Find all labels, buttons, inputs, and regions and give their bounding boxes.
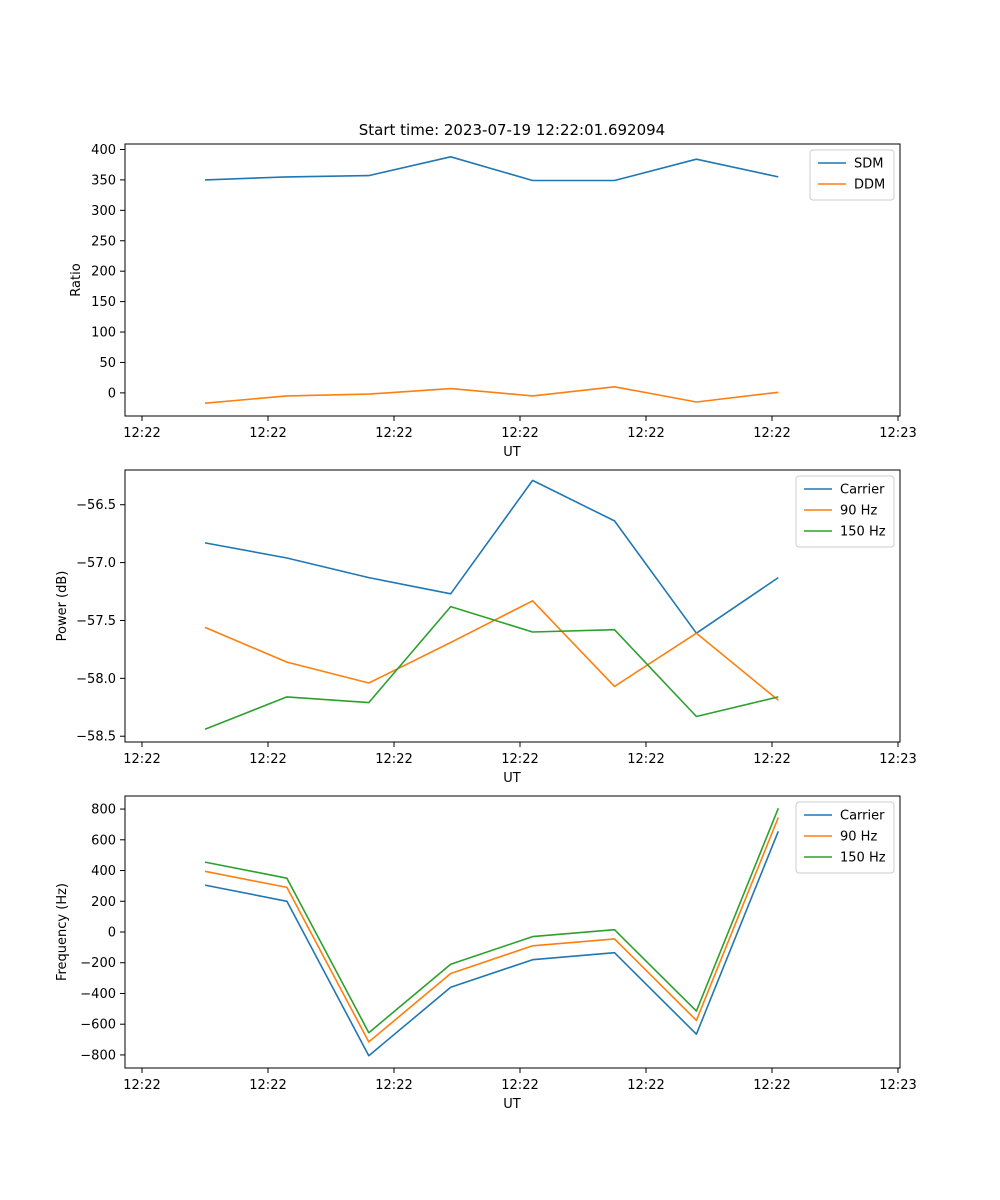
chart-panel-2: 12:22 12:22 12:22 12:22 12:22 12:22 12:23 −58.5… xyxy=(55,469,917,786)
x-tick-label: 12:23 xyxy=(879,1078,916,1093)
y-tick-label: −200 xyxy=(80,956,116,971)
y-tick-label: −600 xyxy=(80,1018,116,1033)
legend-box xyxy=(795,475,895,548)
series-line-150-hz xyxy=(204,808,780,1034)
legend-entry: SDM xyxy=(854,157,883,172)
legend-entry: Carrier xyxy=(840,483,885,498)
x-axis-label: UT xyxy=(503,771,521,786)
y-tick-label: −800 xyxy=(80,1048,116,1063)
x-tick-label: 12:22 xyxy=(249,752,286,767)
legend-entry: 90 Hz xyxy=(840,830,877,845)
axes-frame xyxy=(124,143,901,417)
y-tick-label: 400 xyxy=(91,143,116,158)
x-axis-label: UT xyxy=(503,445,521,460)
x-tick-label: 12:22 xyxy=(753,1078,790,1093)
series-line-carrier xyxy=(204,831,780,1057)
legend-entry: Carrier xyxy=(840,809,885,824)
x-tick-label: 12:22 xyxy=(627,752,664,767)
y-axis-label: Ratio xyxy=(69,263,84,296)
y-tick-label: 350 xyxy=(91,173,116,188)
x-tick-label: 12:22 xyxy=(249,426,286,441)
legend-box xyxy=(795,801,895,874)
legend-entry: DDM xyxy=(854,178,885,193)
axes-frame xyxy=(124,469,901,743)
chart-panel-3: 12:22 12:22 12:22 12:22 12:22 12:22 12:23 −800 −… xyxy=(55,795,917,1112)
x-tick-label: 12:22 xyxy=(753,426,790,441)
x-tick-label: 12:22 xyxy=(123,752,160,767)
y-tick-label: 50 xyxy=(99,356,116,371)
y-tick-label: 100 xyxy=(91,326,116,341)
x-tick-label: 12:23 xyxy=(879,426,916,441)
y-axis-label: Power (dB) xyxy=(55,571,70,642)
y-tick-label: −58.5 xyxy=(76,730,116,745)
x-tick-label: 12:22 xyxy=(501,426,538,441)
y-tick-label: 0 xyxy=(108,926,116,941)
x-tick-label: 12:22 xyxy=(249,1078,286,1093)
x-tick-label: 12:22 xyxy=(375,426,412,441)
x-tick-label: 12:22 xyxy=(753,752,790,767)
x-tick-label: 12:23 xyxy=(879,752,916,767)
y-tick-label: −57.5 xyxy=(76,614,116,629)
y-tick-label: 400 xyxy=(91,864,116,879)
legend-entry: 90 Hz xyxy=(840,504,877,519)
figure-title: Start time: 2023-07-19 12:22:01.692094 xyxy=(359,121,665,139)
chart-panel-1: 12:22 12:22 12:22 12:22 12:22 12:22 12:23 0 50 10… xyxy=(69,143,917,460)
x-tick-label: 12:22 xyxy=(375,752,412,767)
x-tick-label: 12:22 xyxy=(501,752,538,767)
y-tick-label: 300 xyxy=(91,204,116,219)
series-line-90-hz xyxy=(204,599,779,701)
series-line-ddm xyxy=(204,385,779,404)
y-tick-label: 800 xyxy=(91,803,116,818)
y-tick-label: 150 xyxy=(91,295,116,310)
x-tick-label: 12:22 xyxy=(501,1078,538,1093)
y-tick-label: 200 xyxy=(91,265,116,280)
y-tick-label: −56.5 xyxy=(76,498,116,513)
y-tick-label: −57.0 xyxy=(76,556,116,571)
y-tick-label: −400 xyxy=(80,987,116,1002)
legend-entry: 150 Hz xyxy=(840,525,886,540)
y-tick-label: 250 xyxy=(91,234,116,249)
x-tick-label: 12:22 xyxy=(627,1078,664,1093)
x-tick-label: 12:22 xyxy=(627,426,664,441)
y-tick-label: 600 xyxy=(91,833,116,848)
x-axis-label: UT xyxy=(503,1097,521,1112)
series-line-carrier xyxy=(204,479,779,635)
series-line-150-hz xyxy=(204,605,779,731)
x-tick-label: 12:22 xyxy=(123,426,160,441)
x-tick-label: 12:22 xyxy=(123,1078,160,1093)
legend-entry: 150 Hz xyxy=(840,851,886,866)
series-line-sdm xyxy=(204,156,779,182)
y-tick-label: 200 xyxy=(91,895,116,910)
y-tick-label: 0 xyxy=(108,386,116,401)
y-tick-label: −58.0 xyxy=(76,672,116,687)
axes-frame xyxy=(124,795,901,1069)
series-line-90-hz xyxy=(204,817,780,1043)
y-axis-label: Frequency (Hz) xyxy=(55,883,70,981)
x-tick-label: 12:22 xyxy=(375,1078,412,1093)
